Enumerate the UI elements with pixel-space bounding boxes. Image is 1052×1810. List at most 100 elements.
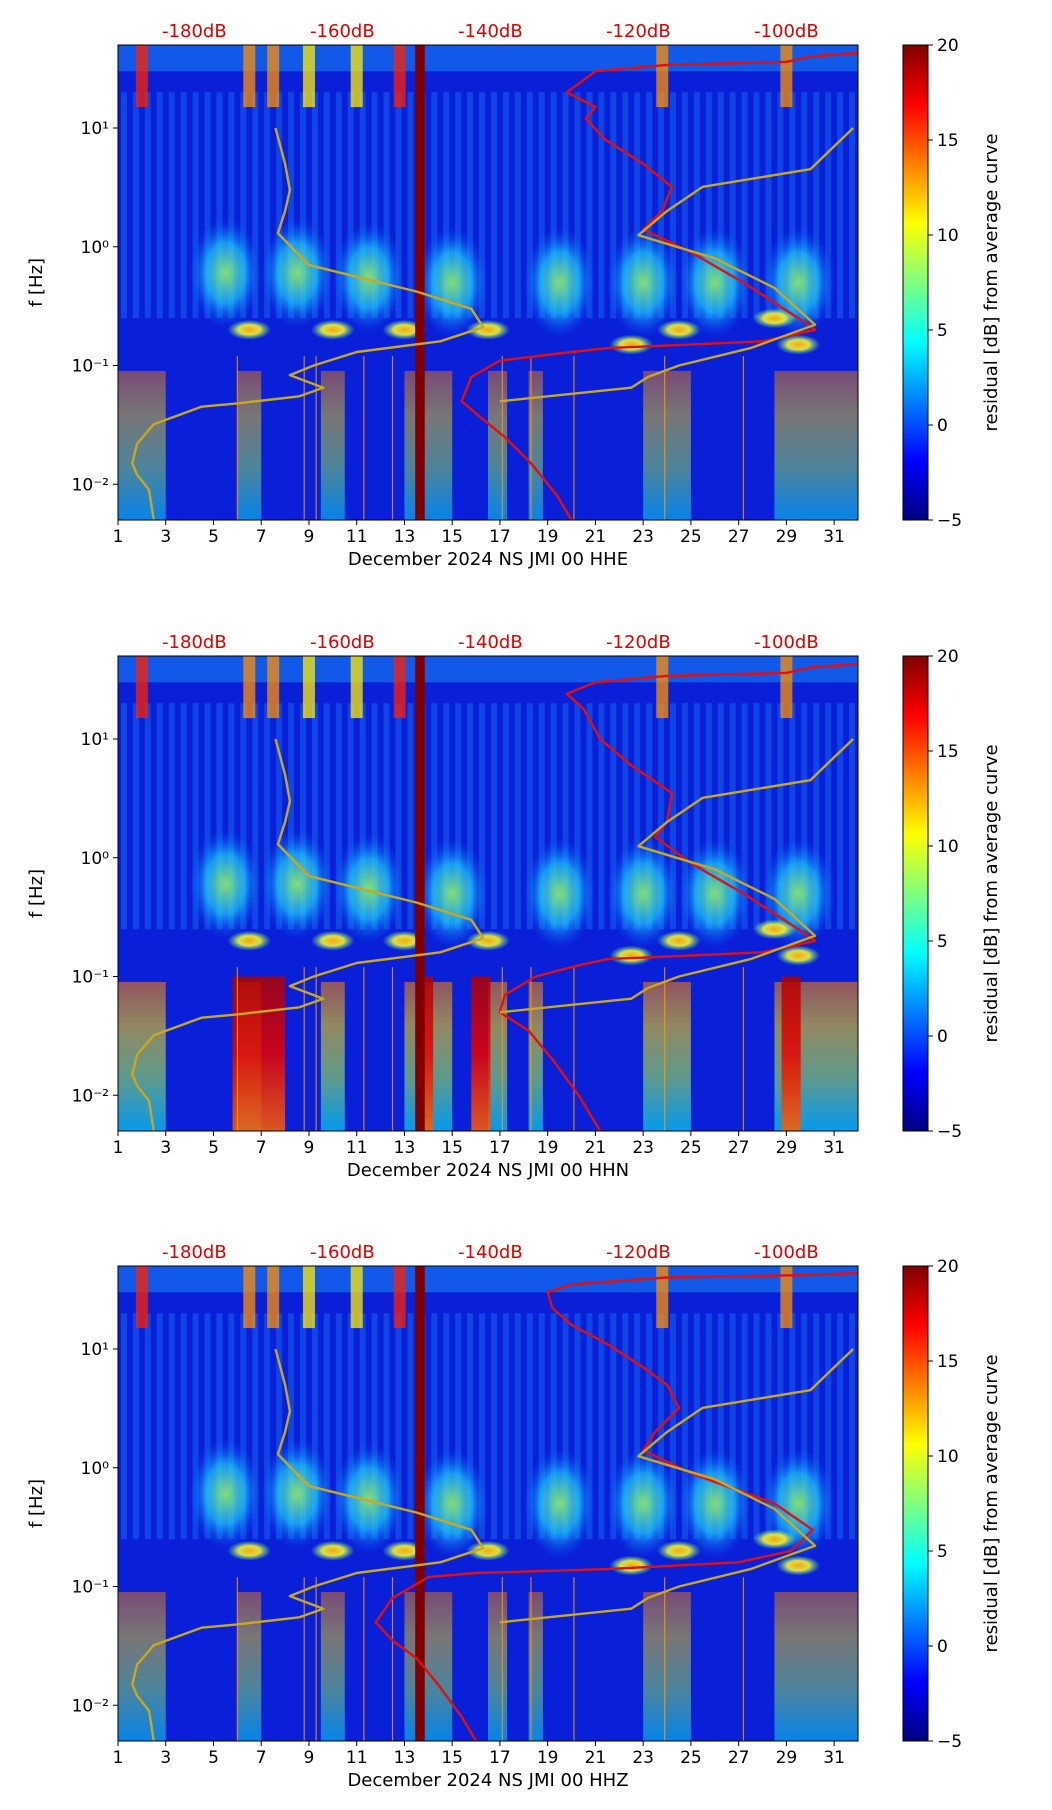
diurnal-streak xyxy=(264,92,271,319)
diurnal-streak xyxy=(144,703,151,930)
diurnal-streak xyxy=(598,92,605,319)
colorbar-tick-label: 10 xyxy=(937,1447,959,1467)
x-tick-label: 11 xyxy=(346,1138,368,1158)
diurnal-streak xyxy=(180,703,187,930)
diurnal-streak xyxy=(216,703,223,930)
diurnal-streak xyxy=(168,1313,175,1540)
plot-frame xyxy=(117,44,859,521)
high-frequency-burst xyxy=(656,656,669,719)
diurnal-streak xyxy=(753,1313,760,1540)
top-db-tick-label: -100dB xyxy=(754,632,819,653)
x-tick-label: 21 xyxy=(585,1138,607,1158)
diurnal-streak xyxy=(192,1313,199,1540)
high-frequency-burst xyxy=(302,1266,315,1329)
colorbar-tick-label: 10 xyxy=(937,226,959,246)
diurnal-streak xyxy=(693,703,700,930)
low-frequency-column xyxy=(118,1591,166,1741)
colorbar-tick-label: 20 xyxy=(937,647,959,667)
y-tick-label: 10⁻² xyxy=(72,1086,109,1106)
diurnal-streak xyxy=(586,1313,593,1540)
low-frequency-column xyxy=(528,981,543,1131)
diurnal-streak xyxy=(455,92,462,319)
diurnal-streak xyxy=(120,703,127,930)
microseism-blob xyxy=(752,308,797,329)
diurnal-streak xyxy=(371,92,378,319)
diurnal-streak xyxy=(670,1313,676,1540)
x-axis-label: December 2024 NS JMI 00 HHN xyxy=(347,1160,629,1181)
colorbar-tick-label: 5 xyxy=(937,1542,948,1562)
x-tick-label: 23 xyxy=(632,527,654,547)
data-gap-column xyxy=(415,45,425,520)
diurnal-streak xyxy=(335,92,342,319)
red-psd-curve xyxy=(460,51,858,520)
diurnal-streak xyxy=(335,703,342,930)
diurnal-streak xyxy=(156,703,163,930)
diurnal-streak xyxy=(467,1313,474,1540)
diurnal-streak xyxy=(789,703,796,930)
microseism-blob xyxy=(227,319,272,340)
diurnal-streak xyxy=(264,703,271,930)
x-tick-label: 13 xyxy=(394,527,416,547)
high-frequency-burst xyxy=(656,45,669,108)
diurnal-streak xyxy=(646,703,653,930)
x-tick-label: 29 xyxy=(776,1748,798,1768)
noise-patch xyxy=(607,227,680,338)
diurnal-streak xyxy=(825,92,832,319)
diurnal-streak xyxy=(204,1313,211,1540)
x-tick-label: 5 xyxy=(208,527,219,547)
x-tick-label: 27 xyxy=(728,1748,750,1768)
x-tick-label: 27 xyxy=(728,527,750,547)
diurnal-streak xyxy=(132,92,139,319)
diurnal-streak xyxy=(276,1313,283,1540)
high-frequency-burst xyxy=(780,1266,793,1329)
diurnal-streak xyxy=(300,703,306,930)
top-db-tick-label: -120dB xyxy=(606,21,671,42)
diurnal-streak xyxy=(443,1313,450,1540)
diurnal-streak xyxy=(837,703,844,930)
top-db-tick-label: -180dB xyxy=(162,632,227,653)
diurnal-streak xyxy=(550,703,557,930)
diurnal-streak xyxy=(204,703,211,930)
plot-frame xyxy=(117,655,859,1132)
x-tick-label: 3 xyxy=(160,1748,171,1768)
diurnal-streak xyxy=(407,92,414,319)
diurnal-streak xyxy=(407,1313,414,1540)
x-tick-label: 21 xyxy=(585,527,607,547)
diurnal-streak xyxy=(180,1313,187,1540)
strong-event-column xyxy=(232,976,286,1131)
high-frequency-burst xyxy=(350,656,363,719)
diurnal-streak xyxy=(693,1313,700,1540)
diurnal-streak xyxy=(813,1313,820,1540)
diurnal-streak xyxy=(538,1313,545,1540)
colorbar-label: residual [dB] from average curve xyxy=(981,1354,1002,1652)
diurnal-streak xyxy=(300,92,306,319)
diurnal-streak xyxy=(705,92,712,319)
diurnal-streak xyxy=(813,703,820,930)
diurnal-streak xyxy=(323,703,330,930)
diurnal-streak xyxy=(395,92,402,319)
x-tick-label: 5 xyxy=(208,1138,219,1158)
diurnal-streak xyxy=(431,1313,438,1540)
diurnal-streak xyxy=(228,703,235,930)
diurnal-streak xyxy=(610,1313,617,1540)
y-tick-label: 10⁻² xyxy=(72,1696,109,1716)
diurnal-streak xyxy=(479,1313,486,1540)
x-axis-label: December 2024 NS JMI 00 HHZ xyxy=(347,1770,628,1791)
diurnal-streak xyxy=(849,703,856,930)
x-tick-label: 11 xyxy=(346,527,368,547)
diurnal-streak xyxy=(717,1313,724,1540)
high-frequency-burst xyxy=(302,656,315,719)
diurnal-streak xyxy=(455,703,462,930)
diurnal-streak xyxy=(801,1313,808,1540)
x-tick-label: 15 xyxy=(441,1748,463,1768)
x-tick-label: 1 xyxy=(113,1138,124,1158)
microseism-blob xyxy=(609,334,654,355)
colorbar: 20 15 10 5 0 −5 residual [dB] from average cur… xyxy=(902,647,1002,1142)
diurnal-streak xyxy=(681,1313,688,1540)
diurnal-streak xyxy=(574,92,581,319)
low-frequency-column xyxy=(404,1591,453,1741)
microseism-blob xyxy=(776,334,821,355)
diurnal-streak xyxy=(288,703,295,930)
microseism-blob xyxy=(752,919,797,940)
diurnal-streak xyxy=(514,92,521,319)
